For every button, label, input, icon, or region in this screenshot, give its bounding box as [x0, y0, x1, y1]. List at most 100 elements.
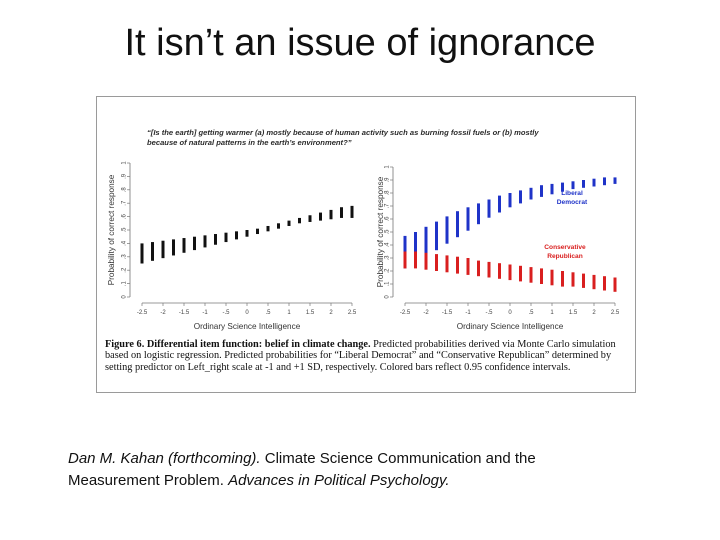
error-bar [582, 180, 585, 188]
x-tick-label: 0 [508, 310, 512, 316]
error-bar [256, 228, 259, 235]
error-bar [561, 182, 564, 192]
error-bar [424, 226, 428, 257]
x-tick-label: 1 [550, 310, 554, 316]
figure-caption: Figure 6. Differential item function: be… [105, 339, 630, 373]
figure-graphic: “[Is the earth] getting warmer (a) mostl… [107, 128, 620, 331]
error-bar [435, 254, 438, 271]
y-tick-label: .4 [122, 240, 128, 246]
y-tick-label: .2 [385, 268, 391, 274]
error-bar [571, 272, 575, 287]
question-line-2: because of natural patterns in the earth… [147, 138, 352, 147]
error-bar [540, 185, 543, 197]
error-bar [277, 223, 280, 229]
x-tick-label: -2 [160, 310, 166, 316]
error-bar [214, 234, 217, 245]
x-tick-label: -.5 [222, 310, 230, 316]
error-bar [287, 220, 291, 226]
error-bar [424, 252, 428, 270]
citation: Dan M. Kahan (forthcoming). Climate Scie… [68, 448, 628, 492]
error-bar [308, 215, 312, 222]
y-tick-label: .5 [385, 229, 391, 235]
error-bar [487, 199, 491, 218]
error-bar [456, 256, 459, 274]
x-tick-label: -1 [202, 310, 208, 316]
error-bar [456, 211, 459, 238]
error-bar [203, 235, 207, 248]
error-bar [498, 263, 501, 279]
error-bar [508, 193, 512, 208]
citation-author: Dan M. Kahan (forthcoming). [68, 450, 261, 467]
y-tick-label: .3 [122, 254, 128, 260]
error-bar [172, 239, 175, 256]
error-bar [550, 269, 554, 286]
x-tick-label: .5 [528, 310, 534, 316]
x-tick-label: -.5 [485, 310, 493, 316]
y-tick-label: 1 [385, 165, 391, 169]
question-line-1: “[Is the earth] getting warmer (a) mostl… [147, 128, 539, 137]
error-bar [603, 177, 606, 186]
x-tick-label: -1 [465, 310, 471, 316]
chart-left: 0 .1 .2 .3 .4 .5 .6 .7 .8 .9 1 -2.5 -2 -1.5 -1 -.5 0 .5 1 1… [107, 161, 357, 331]
y-tick-label: 1 [122, 161, 128, 165]
error-bar [193, 236, 196, 251]
y-tick-label: .1 [385, 281, 391, 287]
error-bar [561, 271, 564, 287]
x-tick-label: 2 [592, 310, 596, 316]
y-tick-label: .8 [385, 190, 391, 196]
figure-panel: “[Is the earth] getting warmer (a) mostl… [96, 96, 636, 393]
error-bar [466, 207, 470, 231]
caption-bold: Figure 6. Differential item function: be… [105, 339, 371, 350]
error-bar [529, 187, 533, 200]
error-bar [182, 238, 186, 253]
x-tick-label: 2.5 [348, 310, 357, 316]
y-tick-label: .6 [122, 213, 128, 219]
error-bar [298, 217, 301, 224]
x-axis-label: Ordinary Science Intelligence [457, 322, 564, 331]
x-tick-label: 2.5 [611, 310, 620, 316]
error-bar [350, 205, 354, 218]
x-tick-label: 1.5 [306, 310, 315, 316]
error-bar [603, 276, 606, 291]
caption-text: Predicted probabilities derived via Mont… [105, 339, 616, 373]
error-bar [414, 232, 417, 264]
error-bar [140, 243, 144, 264]
y-tick-label: .7 [122, 200, 128, 206]
error-bar [508, 264, 512, 281]
error-bar [151, 242, 154, 261]
legend-label: Republican [547, 253, 583, 260]
error-bar [235, 231, 238, 240]
x-tick-label: -2.5 [400, 310, 411, 316]
y-tick-label: .8 [122, 187, 128, 193]
error-bar [498, 195, 501, 213]
error-bar [245, 230, 249, 237]
error-bar [529, 267, 533, 283]
error-bar [403, 251, 407, 269]
y-tick-label: 0 [385, 295, 391, 299]
error-bar [266, 225, 270, 232]
y-tick-label: .9 [385, 177, 391, 183]
error-bar [519, 265, 522, 282]
legend-label: Democrat [557, 199, 588, 206]
error-bar [613, 277, 617, 292]
citation-journal: Advances in Political Psychology. [228, 472, 450, 489]
y-tick-label: .7 [385, 203, 391, 209]
error-bar [540, 268, 543, 284]
error-bar [519, 190, 522, 204]
error-bar [571, 181, 575, 190]
x-tick-label: 1 [287, 310, 291, 316]
x-tick-label: -1.5 [442, 310, 453, 316]
y-tick-label: .1 [122, 280, 128, 286]
chart-right: 0 .1 .2 .3 .4 .5 .6 .7 .8 .9 1 -2.5 -2 -1.5 -1 -.5 0 .5 1 1… [376, 165, 620, 331]
legend-label: Conservative [544, 244, 586, 251]
error-bar [477, 260, 480, 277]
error-bar [445, 255, 449, 273]
y-tick-label: .5 [122, 227, 128, 233]
citation-title: Climate Science Communication and the Me… [68, 450, 536, 489]
error-bar [414, 251, 417, 269]
error-bar [592, 274, 596, 290]
error-bar [582, 273, 585, 288]
legend-label: Liberal [561, 190, 583, 197]
error-bar [340, 207, 343, 218]
y-tick-label: .3 [385, 255, 391, 261]
